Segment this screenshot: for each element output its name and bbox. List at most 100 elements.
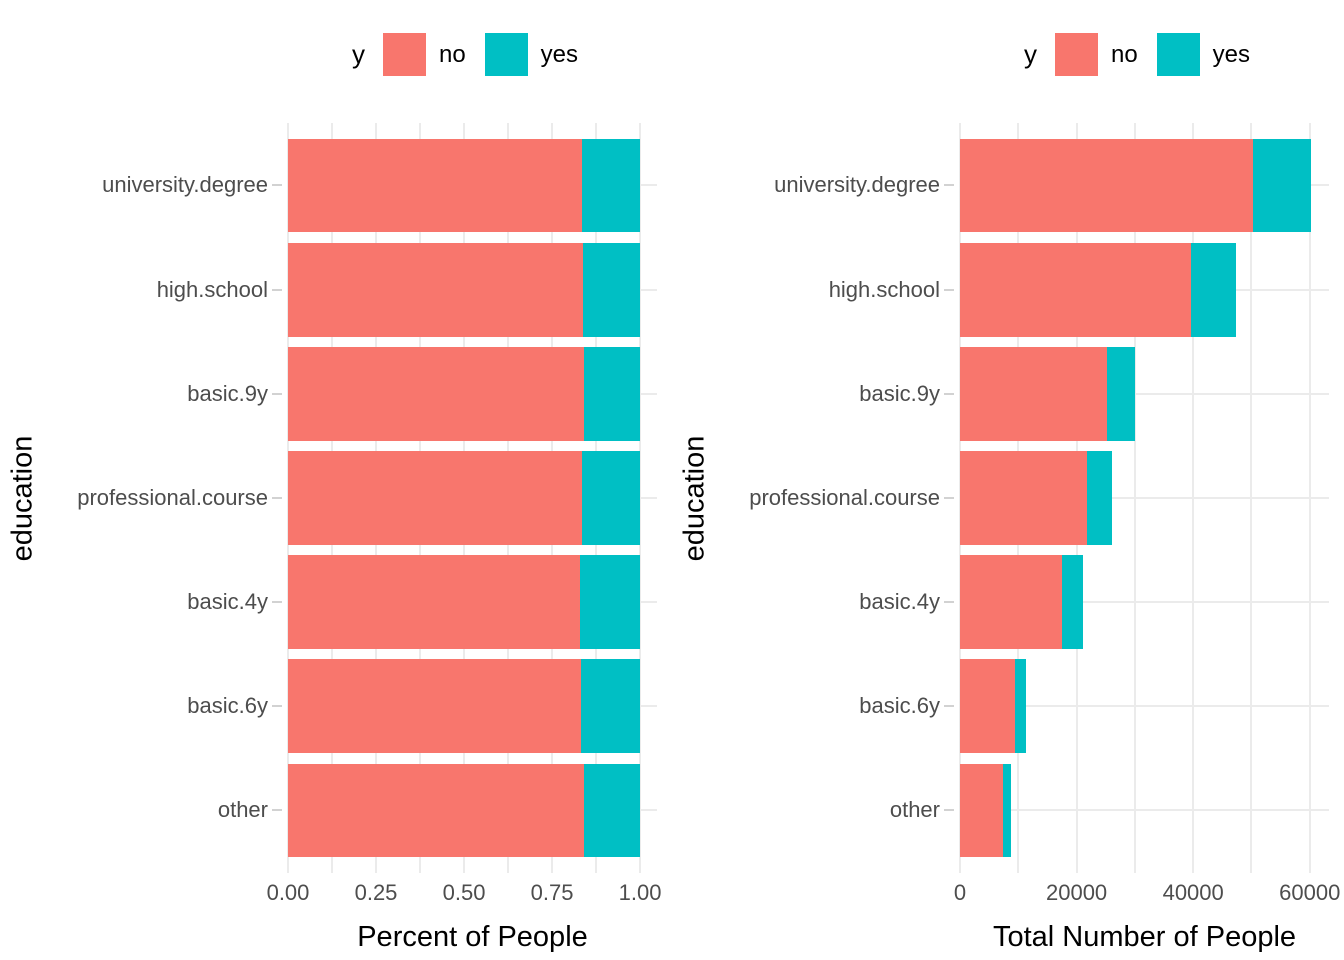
bar-segment-yes-basic.4y	[1062, 555, 1083, 649]
bar-segment-no-high.school	[960, 242, 1191, 337]
y-tick-mark	[272, 184, 282, 187]
bar-segment-no-university.degree	[288, 138, 582, 233]
legend: y no yes	[0, 0, 672, 123]
bar-basic.9y	[960, 346, 1329, 441]
bar-segment-yes-basic.4y	[579, 555, 641, 649]
x-axis-labels: 0.00 0.25 0.50 0.75 1.00	[267, 873, 662, 915]
bar-university.degree	[288, 138, 657, 233]
bar-segment-yes-basic.9y	[583, 346, 641, 441]
bar-segment-no-other	[960, 763, 1003, 858]
y-tick-other	[268, 764, 288, 858]
bar-segment-no-basic.9y	[960, 346, 1107, 441]
bar-segment-yes-other	[1002, 763, 1011, 858]
bar-segment-yes-professional.course	[1087, 451, 1113, 545]
y-axis-labels: university.degree high.school basic.9y prof…	[46, 123, 268, 873]
chart-percent: y no yes education university.degree high…	[0, 0, 672, 960]
x-axis-title: Total Number of People	[992, 921, 1297, 953]
bar-segment-no-basic.4y	[960, 555, 1062, 649]
bar-basic.6y	[288, 659, 657, 754]
y-tick-high.school	[940, 243, 960, 337]
legend-label-yes: yes	[1212, 40, 1251, 68]
y-tick-basic.9y	[268, 347, 288, 441]
y-tick-university.degree	[268, 139, 288, 233]
y-label-basic.6y: basic.6y	[859, 693, 940, 719]
y-tick-mark	[272, 705, 282, 708]
y-tick-mark	[272, 809, 282, 812]
x-axis-title-container: Percent of People	[288, 915, 657, 960]
y-tick-mark	[272, 288, 282, 291]
bar-segment-no-basic.6y	[288, 659, 581, 754]
y-label-professional.course: professional.course	[77, 484, 268, 510]
bar-basic.4y	[288, 555, 657, 649]
x-tick-label-60000: 60000	[1279, 880, 1341, 905]
legend-label-yes: yes	[540, 40, 579, 68]
bar-segment-no-other	[288, 763, 585, 858]
y-tick-basic.9y	[940, 347, 960, 441]
y-label-other: other	[217, 797, 268, 823]
chart-count: y no yes education university.degree high…	[672, 0, 1344, 960]
x-tick-label-0.00: 0.00	[266, 880, 310, 905]
y-label-professional.course: professional.course	[749, 484, 940, 510]
y-label-basic.4y: basic.4y	[859, 589, 940, 615]
y-label-basic.4y: basic.4y	[187, 589, 268, 615]
bar-segment-yes-professional.course	[582, 451, 641, 545]
x-axis-labels: 0 20000 40000 60000	[954, 873, 1340, 915]
y-tick-basic.4y	[268, 555, 288, 649]
y-tick-professional.course	[940, 451, 960, 545]
y-label-basic.6y: basic.6y	[187, 693, 268, 719]
legend-key-no-icon	[1054, 33, 1098, 76]
bar-other	[960, 763, 1329, 858]
bar-professional.course	[288, 451, 657, 545]
x-axis-title: Percent of People	[357, 921, 588, 953]
y-gridline-professional.course	[960, 496, 1329, 499]
y-axis-title-container: education	[672, 123, 718, 873]
bar-segment-no-university.degree	[960, 138, 1253, 233]
bar-segment-no-professional.course	[288, 451, 582, 545]
legend-key-yes-icon	[484, 33, 528, 76]
bar-other	[288, 763, 657, 858]
bar-segment-yes-university.degree	[1252, 138, 1311, 233]
y-tick-university.degree	[940, 139, 960, 233]
bar-segment-yes-high.school	[582, 242, 641, 337]
y-tick-mark	[944, 184, 954, 187]
y-tick-mark	[944, 288, 954, 291]
plot-area-row: education university.degree high.school ba…	[0, 123, 672, 873]
y-tick-mark	[272, 392, 282, 395]
bar-segment-no-high.school	[288, 242, 583, 337]
y-axis-title: education	[678, 435, 711, 561]
y-tick-basic.6y	[940, 659, 960, 753]
bar-segment-yes-basic.6y	[580, 659, 641, 754]
y-label-high.school: high.school	[828, 276, 940, 302]
y-gridline-basic.9y	[960, 392, 1329, 395]
bar-basic.4y	[960, 555, 1329, 649]
y-tick-other	[940, 764, 960, 858]
y-gridline-basic.6y	[960, 705, 1329, 708]
bar-segment-yes-university.degree	[581, 138, 641, 233]
legend-key-yes-icon	[1156, 33, 1200, 76]
y-tick-mark	[944, 392, 954, 395]
y-tick-professional.course	[268, 451, 288, 545]
legend-label-no: no	[1110, 40, 1138, 68]
x-tick-label-0.50: 0.50	[442, 880, 486, 905]
bar-segment-no-professional.course	[960, 451, 1088, 545]
y-tick-mark	[944, 705, 954, 708]
bar-segment-no-basic.4y	[288, 555, 580, 649]
y-label-basic.9y: basic.9y	[859, 380, 940, 406]
y-axis-ticks	[268, 123, 288, 873]
bars-container	[960, 123, 1329, 873]
y-tick-basic.4y	[940, 555, 960, 649]
bar-high.school	[960, 242, 1329, 337]
y-tick-mark	[272, 601, 282, 604]
x-tick-label-1.00: 1.00	[618, 880, 662, 905]
y-tick-mark	[944, 601, 954, 604]
y-label-basic.9y: basic.9y	[187, 380, 268, 406]
bars-container	[288, 123, 657, 873]
y-axis-labels: university.degree high.school basic.9y prof…	[718, 123, 940, 873]
x-tick-label-0.75: 0.75	[530, 880, 574, 905]
bar-high.school	[288, 242, 657, 337]
bar-basic.6y	[960, 659, 1329, 754]
legend: y no yes	[672, 0, 1344, 123]
y-axis-title-container: education	[0, 123, 46, 873]
y-gridline-other	[960, 809, 1329, 812]
